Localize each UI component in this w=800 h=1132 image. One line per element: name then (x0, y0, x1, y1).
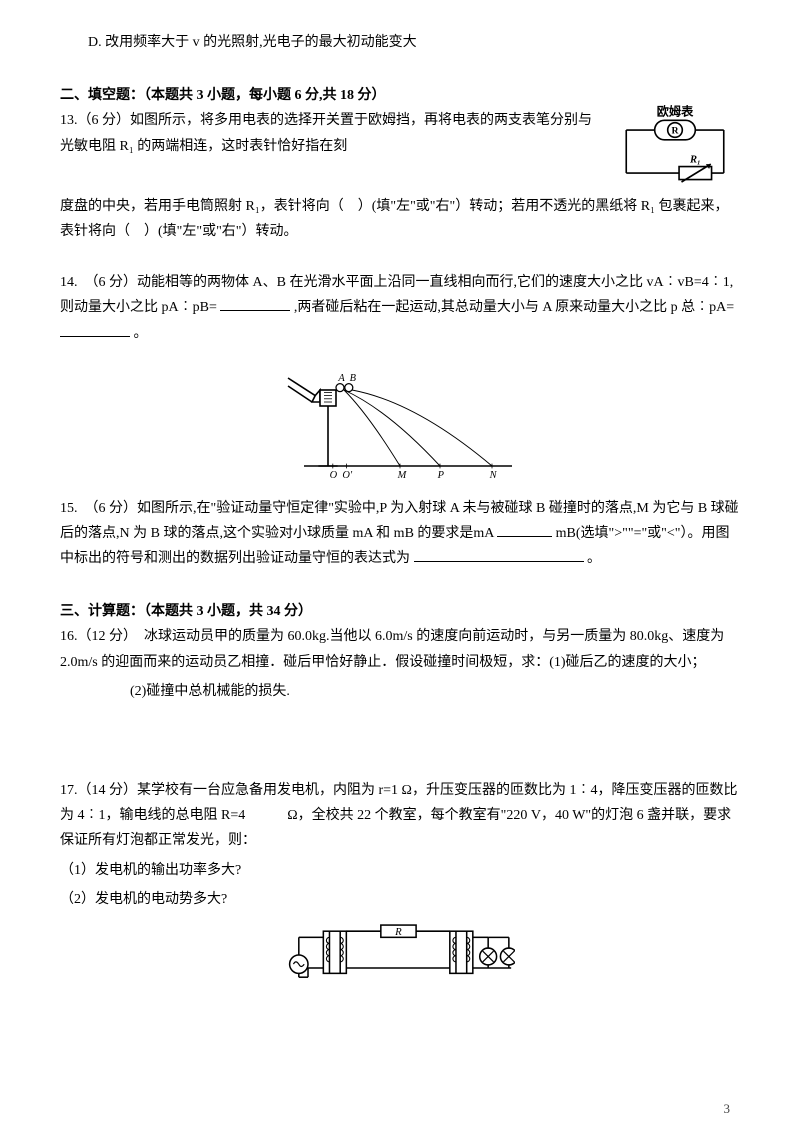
q17-text-b: （1）发电机的输出功率多大? (60, 858, 740, 883)
q14-blank-1[interactable] (220, 297, 290, 311)
q17-text-a: 17.（14 分）某学校有一台应急备用发电机，内阻为 r=1 Ω，升压变压器的匝… (60, 778, 740, 854)
q16-text-a: 16.（12 分） 冰球运动员甲的质量为 60.0kg.当他以 6.0m/s 的… (60, 624, 740, 674)
q15-blank-1[interactable] (497, 523, 552, 537)
page-number: 3 (724, 1097, 731, 1120)
label-M: M (397, 470, 408, 481)
label-Oprime: O' (342, 470, 353, 481)
svg-text:R: R (671, 126, 679, 137)
label-O: O (330, 470, 338, 481)
label-A: A (337, 373, 345, 384)
q14-text-b: ,两者碰后粘在一起运动,其总动量大小与 A 原来动量大小之比 p 总︰pA= (294, 300, 734, 315)
q14-text-c: 。 (134, 326, 148, 341)
option-d-line: D. 改用频率大于 v 的光照射,光电子的最大初动能变大 (60, 30, 740, 55)
ohm-title: 欧姆表 (657, 104, 694, 118)
q13-text-b: 度盘的中央，若用手电筒照射 R₁，表针将向（ ）(填"左"或"右"）转动；若用不… (60, 194, 740, 244)
label-R: R (394, 926, 402, 938)
q14-block: 14. （6 分）动能相等的两物体 A、B 在光滑水平面上沿同一直线相向而行,它… (60, 270, 740, 346)
q15-block: 15. （6 分）如图所示,在"验证动量守恒定律"实验中,P 为入射球 A 未与… (60, 496, 740, 572)
r1-label: R₁ (689, 155, 701, 166)
section-3-title: 三、计算题：（本题共 3 小题，共 34 分） (60, 599, 740, 624)
q13-block: 欧姆表 R R₁ 13.（6 分）如图所示，将多用电表的选择开关置于欧姆挡，再将… (60, 108, 740, 193)
ohmmeter-figure: 欧姆表 R R₁ (610, 104, 740, 193)
q16-text-b: (2)碰撞中总机械能的损失. (60, 679, 740, 704)
transformer-figure: R (285, 922, 515, 983)
q17-text-c: （2）发电机的电动势多大? (60, 887, 740, 912)
q14-blank-2[interactable] (60, 323, 130, 337)
label-P: P (437, 470, 445, 481)
label-N: N (489, 470, 498, 481)
projectile-figure: A B O O' M P N (280, 370, 520, 490)
q15-text-c: 。 (587, 551, 601, 566)
label-B: B (350, 373, 357, 384)
q15-blank-2[interactable] (414, 548, 584, 562)
